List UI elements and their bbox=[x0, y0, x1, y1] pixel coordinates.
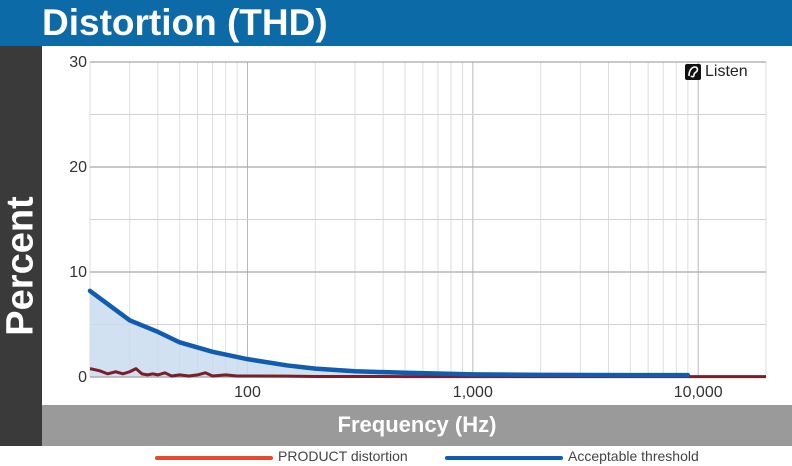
x-axis-label: Frequency (Hz) bbox=[337, 412, 497, 437]
y-tick-label: 20 bbox=[69, 159, 87, 176]
chart-plot-area: 0 10 20 30 100 1,000 10,000 bbox=[69, 54, 767, 401]
x-tick-label: 1,000 bbox=[453, 384, 493, 401]
legend-label-threshold: Acceptable threshold bbox=[568, 448, 699, 464]
y-tick-label: 10 bbox=[69, 264, 87, 281]
threshold-area bbox=[90, 290, 688, 377]
y-axis-panel: Percent bbox=[0, 46, 42, 446]
x-axis-panel: Frequency (Hz) bbox=[42, 405, 792, 446]
legend-swatch-threshold bbox=[445, 456, 563, 460]
listen-logo-text: Listen bbox=[705, 63, 748, 80]
y-tick-label: 0 bbox=[78, 369, 87, 386]
legend-swatch-product bbox=[155, 456, 273, 460]
legend: PRODUCT distortion Acceptable threshold bbox=[0, 446, 792, 466]
x-tick-label: 10,000 bbox=[674, 384, 723, 401]
product-distortion-line bbox=[89, 367, 766, 379]
y-axis-label: Percent bbox=[0, 196, 42, 336]
legend-label-product: PRODUCT distortion bbox=[278, 448, 408, 464]
x-tick-label: 100 bbox=[234, 384, 261, 401]
title-bar: Distortion (THD) bbox=[0, 0, 792, 46]
y-tick-label: 30 bbox=[69, 54, 87, 71]
listen-logo-icon bbox=[685, 64, 701, 80]
chart-title: Distortion (THD) bbox=[42, 2, 328, 43]
acceptable-threshold-line bbox=[87, 288, 691, 378]
